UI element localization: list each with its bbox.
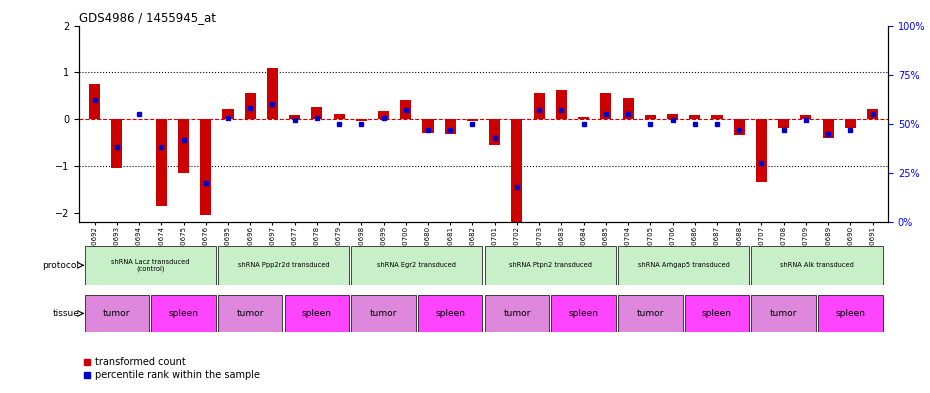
Bar [801,116,812,119]
Text: GDS4986 / 1455945_at: GDS4986 / 1455945_at [79,11,216,24]
Text: shRNA Egr2 transduced: shRNA Egr2 transduced [378,262,457,268]
Bar [218,295,283,332]
Bar [218,246,349,285]
Bar [467,119,478,121]
Bar [489,119,500,145]
Text: shRNA Ptpn2 transduced: shRNA Ptpn2 transduced [509,262,591,268]
Bar [485,295,550,332]
Bar [352,246,483,285]
Text: protocol: protocol [42,261,79,270]
Bar [844,119,856,129]
Text: spleen: spleen [168,309,198,318]
Bar [178,119,189,173]
Bar [618,295,683,332]
Text: shRNA Arhgap5 transduced: shRNA Arhgap5 transduced [638,262,730,268]
Text: tumor: tumor [503,309,531,318]
Bar [352,295,416,332]
Bar [578,117,590,119]
Text: tumor: tumor [370,309,397,318]
Bar [400,100,411,119]
Bar [689,116,700,119]
Bar [418,295,483,332]
Bar [89,84,100,119]
Bar [684,295,750,332]
Text: spleen: spleen [302,309,332,318]
Bar [618,246,750,285]
Bar [822,119,833,138]
Bar [285,295,349,332]
Bar [778,119,790,129]
Bar [152,295,216,332]
Bar [600,94,611,119]
Text: shRNA Alk transduced: shRNA Alk transduced [780,262,854,268]
Bar [711,116,723,119]
Bar [644,116,656,119]
Bar [512,119,523,222]
Bar [551,295,616,332]
Bar [818,295,883,332]
Text: shRNA Ppp2r2d transduced: shRNA Ppp2r2d transduced [238,262,329,268]
Bar [85,246,216,285]
Text: spleen: spleen [702,309,732,318]
Text: tumor: tumor [770,309,797,318]
Bar [867,109,878,119]
Text: tumor: tumor [637,309,664,318]
Bar [155,119,166,206]
Legend: transformed count, percentile rank within the sample: transformed count, percentile rank withi… [84,357,259,380]
Bar [622,98,633,119]
Text: spleen: spleen [435,309,465,318]
Bar [445,119,456,134]
Bar [334,114,345,119]
Bar [422,119,433,133]
Bar [267,68,278,119]
Bar [534,94,545,119]
Text: tumor: tumor [236,309,264,318]
Bar [112,119,123,168]
Bar [751,295,816,332]
Bar [85,295,149,332]
Bar [556,90,567,119]
Bar [667,114,678,119]
Text: shRNA Lacz transduced
(control): shRNA Lacz transduced (control) [111,259,190,272]
Bar [378,111,389,119]
Bar [245,94,256,119]
Bar [485,246,616,285]
Bar [356,119,367,121]
Text: tumor: tumor [103,309,130,318]
Bar [734,119,745,136]
Bar [289,116,300,119]
Bar [312,107,323,119]
Bar [222,109,233,119]
Text: tissue: tissue [52,309,79,318]
Bar [751,246,883,285]
Bar [200,119,211,215]
Text: spleen: spleen [835,309,865,318]
Text: spleen: spleen [568,309,599,318]
Bar [756,119,767,182]
